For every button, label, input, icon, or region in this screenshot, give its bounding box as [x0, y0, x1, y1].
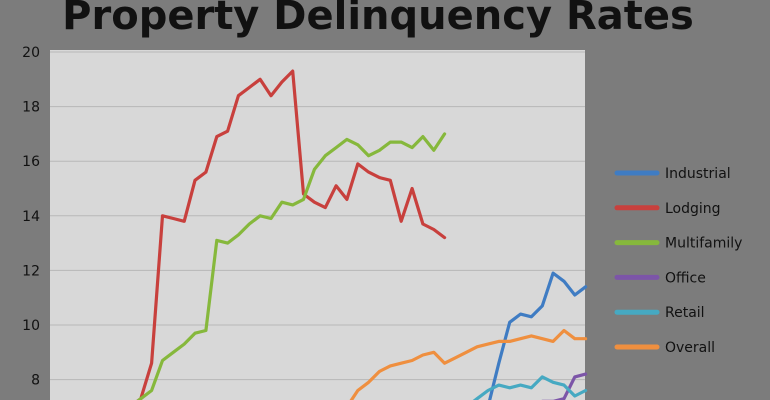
series-line-retail — [472, 375, 588, 400]
legend-label-multifamily: Multifamily — [665, 236, 742, 252]
legend-label-retail: Retail — [665, 305, 705, 321]
legend: Industrial Lodging Multifamily Office Retail… — [614, 166, 742, 356]
legend-label-overall: Overall — [665, 340, 715, 356]
plot-area — [50, 50, 585, 400]
legend-label-office: Office — [665, 270, 706, 286]
series-line-office — [541, 372, 588, 400]
y-tick-label: 16 — [22, 154, 40, 170]
y-tick-label: 14 — [22, 209, 40, 225]
series-lines — [136, 69, 588, 400]
legend-label-lodging: Lodging — [665, 201, 721, 217]
legend-label-industrial: Industrial — [665, 166, 731, 182]
series-line-multifamily — [136, 132, 447, 400]
y-axis-ticks: 8 10 12 14 16 18 20 — [22, 45, 40, 389]
series-line-overall — [349, 328, 588, 400]
y-tick-label: 20 — [22, 45, 40, 61]
chart-title: Property Delinquency Rates — [62, 0, 694, 39]
y-tick-label: 10 — [22, 318, 40, 334]
grid-lines — [50, 51, 585, 381]
series-line-lodging — [136, 69, 447, 400]
y-tick-label: 18 — [22, 100, 40, 116]
y-tick-label: 12 — [22, 263, 40, 279]
y-tick-label: 8 — [31, 373, 40, 389]
